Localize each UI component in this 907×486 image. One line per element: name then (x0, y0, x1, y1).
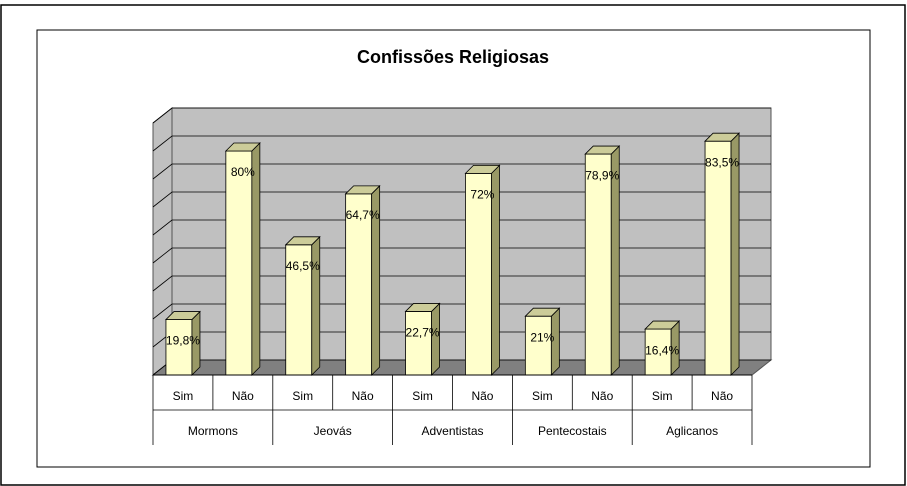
x-tick-label: Não (591, 389, 613, 403)
bar-top (224, 142, 261, 152)
x-tick-label: Sim (412, 389, 433, 403)
grid-line (152, 191, 771, 208)
bar-top (644, 320, 681, 330)
data-label: 80% (231, 165, 255, 179)
data-label: 72% (470, 188, 494, 202)
data-label: 21% (530, 330, 554, 344)
bar (345, 193, 373, 376)
data-label: 78,9% (585, 168, 619, 182)
chart-title: Confissões Religiosas (357, 47, 549, 67)
data-label: 16,4% (645, 343, 679, 357)
group-label: Jeovás (314, 424, 352, 438)
bar (524, 315, 552, 376)
data-label: 83,5% (705, 155, 739, 169)
x-tick-label: Sim (532, 389, 553, 403)
x-tick-label: Sim (173, 389, 194, 403)
x-tick-label: Não (471, 389, 493, 403)
x-tick-label: Não (352, 389, 374, 403)
bar-top (344, 185, 381, 195)
x-tick-label: Não (711, 389, 733, 403)
data-label: 22,7% (406, 326, 440, 340)
x-tick-label: Não (232, 389, 254, 403)
data-label: 46,5% (286, 259, 320, 273)
bar (644, 328, 672, 376)
grid-line (152, 247, 771, 264)
group-label: Mormons (188, 424, 238, 438)
bar (704, 140, 732, 376)
grid-line (152, 163, 771, 180)
bar-top (284, 236, 321, 246)
bar-side (311, 235, 321, 376)
grid-line (152, 107, 771, 124)
group-label: Aglicanos (666, 424, 718, 438)
grid-line (152, 275, 771, 292)
bar-top (404, 303, 441, 312)
group-label: Adventistas (421, 424, 483, 438)
bar-side (730, 132, 740, 376)
bar-top (164, 311, 201, 320)
bar (225, 150, 253, 376)
grid-line (152, 135, 771, 152)
grid-line (152, 219, 771, 236)
grid-line (152, 303, 771, 320)
x-tick-label: Sim (292, 389, 313, 403)
bar (165, 319, 193, 376)
x-tick-label: Sim (652, 389, 673, 403)
bar-top (584, 145, 621, 155)
bar (465, 172, 492, 376)
bar (405, 311, 432, 376)
bar-top (464, 164, 501, 174)
data-label: 19,8% (166, 334, 200, 348)
group-label: Pentecostais (538, 424, 607, 438)
bar-top (704, 132, 741, 142)
bar-top (524, 307, 561, 317)
data-label: 64,7% (346, 208, 380, 222)
bar (584, 153, 612, 376)
